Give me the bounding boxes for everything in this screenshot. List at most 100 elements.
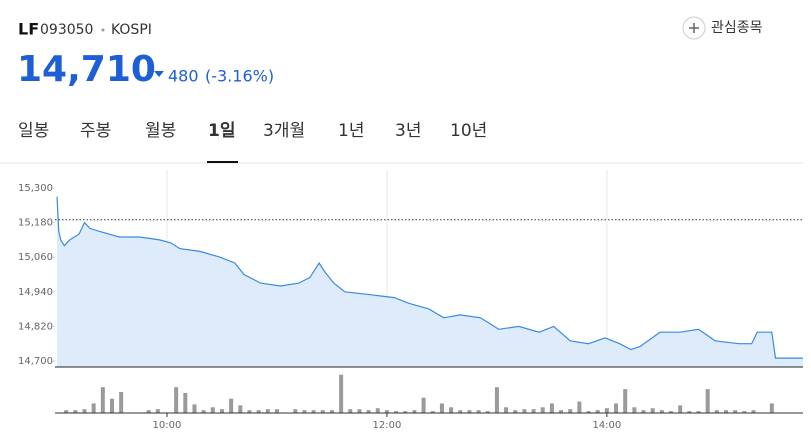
volume-bar — [293, 409, 298, 413]
down-arrow — [154, 71, 164, 77]
volume-bar — [467, 410, 472, 413]
y-tick-label: 15,180 — [18, 218, 53, 229]
volume-bar — [559, 410, 564, 413]
volume-bar — [742, 411, 747, 413]
y-tick-label: 15,060 — [18, 252, 53, 263]
volume-bar — [394, 411, 399, 413]
volume-bar — [430, 411, 435, 413]
y-tick-label: 14,940 — [18, 287, 53, 298]
volume-bar — [678, 405, 683, 413]
y-tick-label: 14,700 — [18, 356, 53, 367]
price-line — [56, 196, 803, 359]
volume-bar — [733, 410, 738, 413]
tab[interactable]: 월봉 — [145, 121, 176, 141]
volume-bar — [339, 374, 344, 413]
tab[interactable]: 주봉 — [80, 121, 111, 141]
volume-bar — [348, 409, 353, 413]
volume-bar — [403, 411, 408, 413]
market: KOSPI — [111, 22, 152, 38]
volume-bar — [751, 410, 756, 413]
volume-bar — [183, 392, 188, 413]
volume-bar — [64, 410, 69, 413]
volume-bar — [485, 411, 490, 413]
volume-bar — [577, 401, 582, 413]
volume-bar — [696, 411, 701, 413]
volume-bar — [504, 407, 509, 413]
volume-bar — [724, 410, 729, 413]
volume-bar — [586, 411, 591, 413]
volume-bar — [659, 410, 664, 413]
price: 14,710 — [17, 49, 156, 90]
volume-bar — [229, 398, 234, 413]
volume-bar — [265, 409, 270, 413]
volume-bar — [384, 410, 389, 413]
volume-bar — [595, 410, 600, 413]
tab[interactable]: 일봉 — [18, 121, 49, 141]
x-tick-label: 10:00 — [153, 420, 182, 431]
volume-bar — [357, 409, 362, 413]
tab[interactable]: 1년 — [338, 121, 364, 141]
tab[interactable]: 3년 — [395, 121, 421, 141]
volume-bar — [494, 387, 499, 413]
x-tick-label: 12:00 — [373, 420, 402, 431]
symbol: LF — [18, 20, 39, 39]
volume-bar — [449, 407, 454, 413]
plus — [689, 23, 699, 33]
volume-bar — [549, 403, 554, 413]
y-tick-label: 14,820 — [18, 321, 53, 332]
volume-bar — [705, 389, 710, 413]
volume-bar — [568, 409, 573, 413]
volume-bar — [604, 408, 609, 413]
y-tick-label: 15,300 — [18, 183, 53, 194]
volume-bar — [531, 409, 536, 413]
volume-bar — [439, 403, 444, 413]
volume-bar — [623, 389, 628, 413]
tab[interactable]: 1일 — [208, 121, 235, 141]
volume-bar — [274, 409, 279, 413]
volume-bar — [522, 409, 527, 413]
volume-bar — [769, 403, 774, 413]
volume-bar — [119, 391, 124, 413]
volume-bar — [238, 405, 243, 413]
volume-bar — [687, 411, 692, 413]
volume-bar — [375, 408, 380, 413]
watch-button[interactable]: 관심종목 — [682, 16, 763, 40]
volume-bar — [100, 387, 105, 413]
volume-bar — [82, 409, 87, 413]
price-area — [57, 196, 803, 367]
x-tick-label: 14:00 — [592, 420, 621, 431]
volume-bar — [329, 410, 334, 413]
change-pct: (-3.16%) — [205, 67, 274, 86]
volume-bar — [311, 410, 316, 413]
volume-bar — [256, 410, 261, 413]
volume-bar — [513, 410, 518, 413]
watch-label[interactable]: 관심종목 — [711, 20, 763, 36]
tab[interactable]: 3개월 — [263, 121, 305, 141]
volume-bar — [155, 409, 160, 413]
volume-bar — [458, 410, 463, 413]
volume-bar — [421, 397, 426, 413]
volume-bar — [614, 403, 619, 413]
volume-bar — [247, 410, 252, 413]
volume-bar — [210, 407, 215, 413]
volume-bar — [91, 403, 96, 413]
tabs: 일봉 주봉 월봉 1일 3개월 1년 3년 10년 — [18, 121, 487, 141]
tab[interactable]: 10년 — [450, 121, 487, 141]
stock-code: 093050 — [40, 22, 93, 38]
volume-bar — [650, 408, 655, 413]
chart: 15,300 15,180 15,060 14,940 14,820 14,700 10:0… — [18, 170, 803, 431]
volume-bar — [73, 410, 78, 413]
separator — [101, 28, 105, 32]
volume-bar — [669, 411, 674, 413]
volume-bar — [476, 410, 481, 413]
volume-bar — [412, 410, 417, 413]
volume-bar — [146, 410, 151, 413]
volume-bar — [320, 410, 325, 413]
volume-bar — [366, 410, 371, 413]
volume-bar — [219, 409, 224, 413]
volume-bar — [632, 407, 637, 413]
volume-bar — [540, 407, 545, 413]
volume-bar — [641, 410, 646, 413]
change: 480 — [168, 67, 199, 86]
